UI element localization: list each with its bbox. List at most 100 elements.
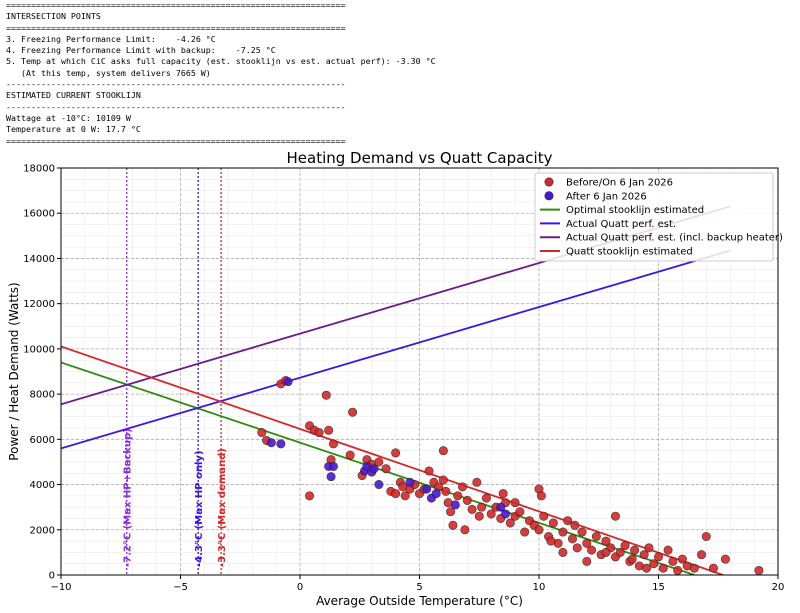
console-line: 5. Temp at which CiC asks full capacity … <box>6 56 436 67</box>
y-tick-label: 4000 <box>30 480 55 491</box>
point-before <box>720 554 730 564</box>
y-tick-label: 14000 <box>23 254 55 265</box>
point-before <box>546 536 556 546</box>
point-before <box>620 541 630 551</box>
legend-label-4: Actual Quatt perf. est. (incl. backup he… <box>566 233 783 244</box>
point-before <box>558 547 568 557</box>
point-before <box>563 516 573 526</box>
y-tick-label: 18000 <box>23 164 55 175</box>
point-after <box>422 484 432 494</box>
x-tick-label: 20 <box>772 582 785 593</box>
y-tick-label: 12000 <box>23 299 55 310</box>
point-before <box>446 507 456 517</box>
point-before <box>400 491 410 501</box>
point-before <box>424 466 434 476</box>
point-before <box>610 511 620 521</box>
point-before <box>345 450 355 460</box>
point-after <box>405 477 415 487</box>
point-after <box>283 377 293 387</box>
point-before <box>324 425 334 435</box>
point-before <box>534 525 544 535</box>
point-before <box>548 518 558 528</box>
y-axis-label: Power / Heat Demand (Watts) <box>7 282 21 460</box>
point-before <box>572 543 582 553</box>
point-before <box>438 475 448 485</box>
legend: Before/On 6 Jan 2026 After 6 Jan 2026 Opti… <box>534 172 783 262</box>
legend-marker-0 <box>544 177 554 187</box>
point-before <box>601 536 611 546</box>
point-after <box>374 480 384 490</box>
legend-label-3: Actual Quatt perf. est. <box>566 219 676 230</box>
legend-label-1: After 6 Jan 2026 <box>566 191 647 202</box>
point-before <box>663 545 673 555</box>
point-before <box>536 491 546 501</box>
series-line-1 <box>61 249 731 450</box>
vline-label-2: -3.3°C (Max demand) <box>217 448 228 567</box>
point-before <box>587 545 597 555</box>
console-line: ========================================… <box>6 0 346 10</box>
point-before <box>321 390 331 400</box>
console-line: ----------------------------------------… <box>6 79 346 90</box>
point-before <box>477 502 487 512</box>
point-before <box>701 532 711 542</box>
x-tick-label: 10 <box>533 582 546 593</box>
scatter-series-1 <box>266 377 511 519</box>
y-tick-label: 0 <box>49 571 55 582</box>
point-before <box>305 491 315 501</box>
point-before <box>615 547 625 557</box>
point-after <box>496 502 506 512</box>
point-before <box>639 550 649 560</box>
point-before <box>567 534 577 544</box>
point-after <box>266 438 276 448</box>
point-before <box>505 518 515 528</box>
point-before <box>577 527 587 537</box>
point-before <box>558 527 568 537</box>
y-tick-label: 6000 <box>30 435 55 446</box>
point-after <box>328 461 338 471</box>
point-before <box>658 563 668 573</box>
point-before <box>582 538 592 548</box>
point-after <box>501 509 511 519</box>
console-output: ========================================… <box>6 0 436 147</box>
point-before <box>460 525 470 535</box>
console-line: 4. Freezing Performance Limit with backu… <box>6 45 276 56</box>
point-before <box>438 446 448 456</box>
point-before <box>673 565 683 575</box>
point-before <box>591 532 601 542</box>
y-tick-label: 8000 <box>30 390 55 401</box>
vline-label-0: -7.2°C (Max HP+Backup) <box>123 428 134 567</box>
point-before <box>697 550 707 560</box>
point-before <box>314 428 324 438</box>
point-before <box>257 428 267 438</box>
point-after <box>276 439 286 449</box>
point-before <box>582 556 592 566</box>
point-before <box>515 507 525 517</box>
point-after <box>431 489 441 499</box>
point-before <box>348 407 358 417</box>
point-before <box>570 520 580 530</box>
console-line: ----------------------------------------… <box>6 101 346 112</box>
point-before <box>754 565 764 575</box>
point-before <box>644 543 654 553</box>
point-before <box>510 498 520 508</box>
point-before <box>391 448 401 458</box>
x-tick-label: −5 <box>173 582 188 593</box>
point-before <box>458 482 468 492</box>
point-before <box>708 563 718 573</box>
console-line: (At this temp, system delivers 7665 W) <box>6 67 211 78</box>
point-before <box>677 554 687 564</box>
y-tick-label: 10000 <box>23 344 55 355</box>
series-line-3 <box>61 345 724 575</box>
point-before <box>486 509 496 519</box>
point-before <box>453 491 463 501</box>
console-line: ========================================… <box>6 135 346 146</box>
scatter-series-0 <box>257 376 764 575</box>
legend-box <box>534 172 774 262</box>
y-tick-label: 2000 <box>30 525 55 536</box>
x-tick-label: 5 <box>416 582 422 593</box>
point-before <box>448 520 458 530</box>
console-line: Temperature at 0 W: 17.7 °C <box>6 124 141 135</box>
point-before <box>498 489 508 499</box>
point-before <box>689 563 699 573</box>
